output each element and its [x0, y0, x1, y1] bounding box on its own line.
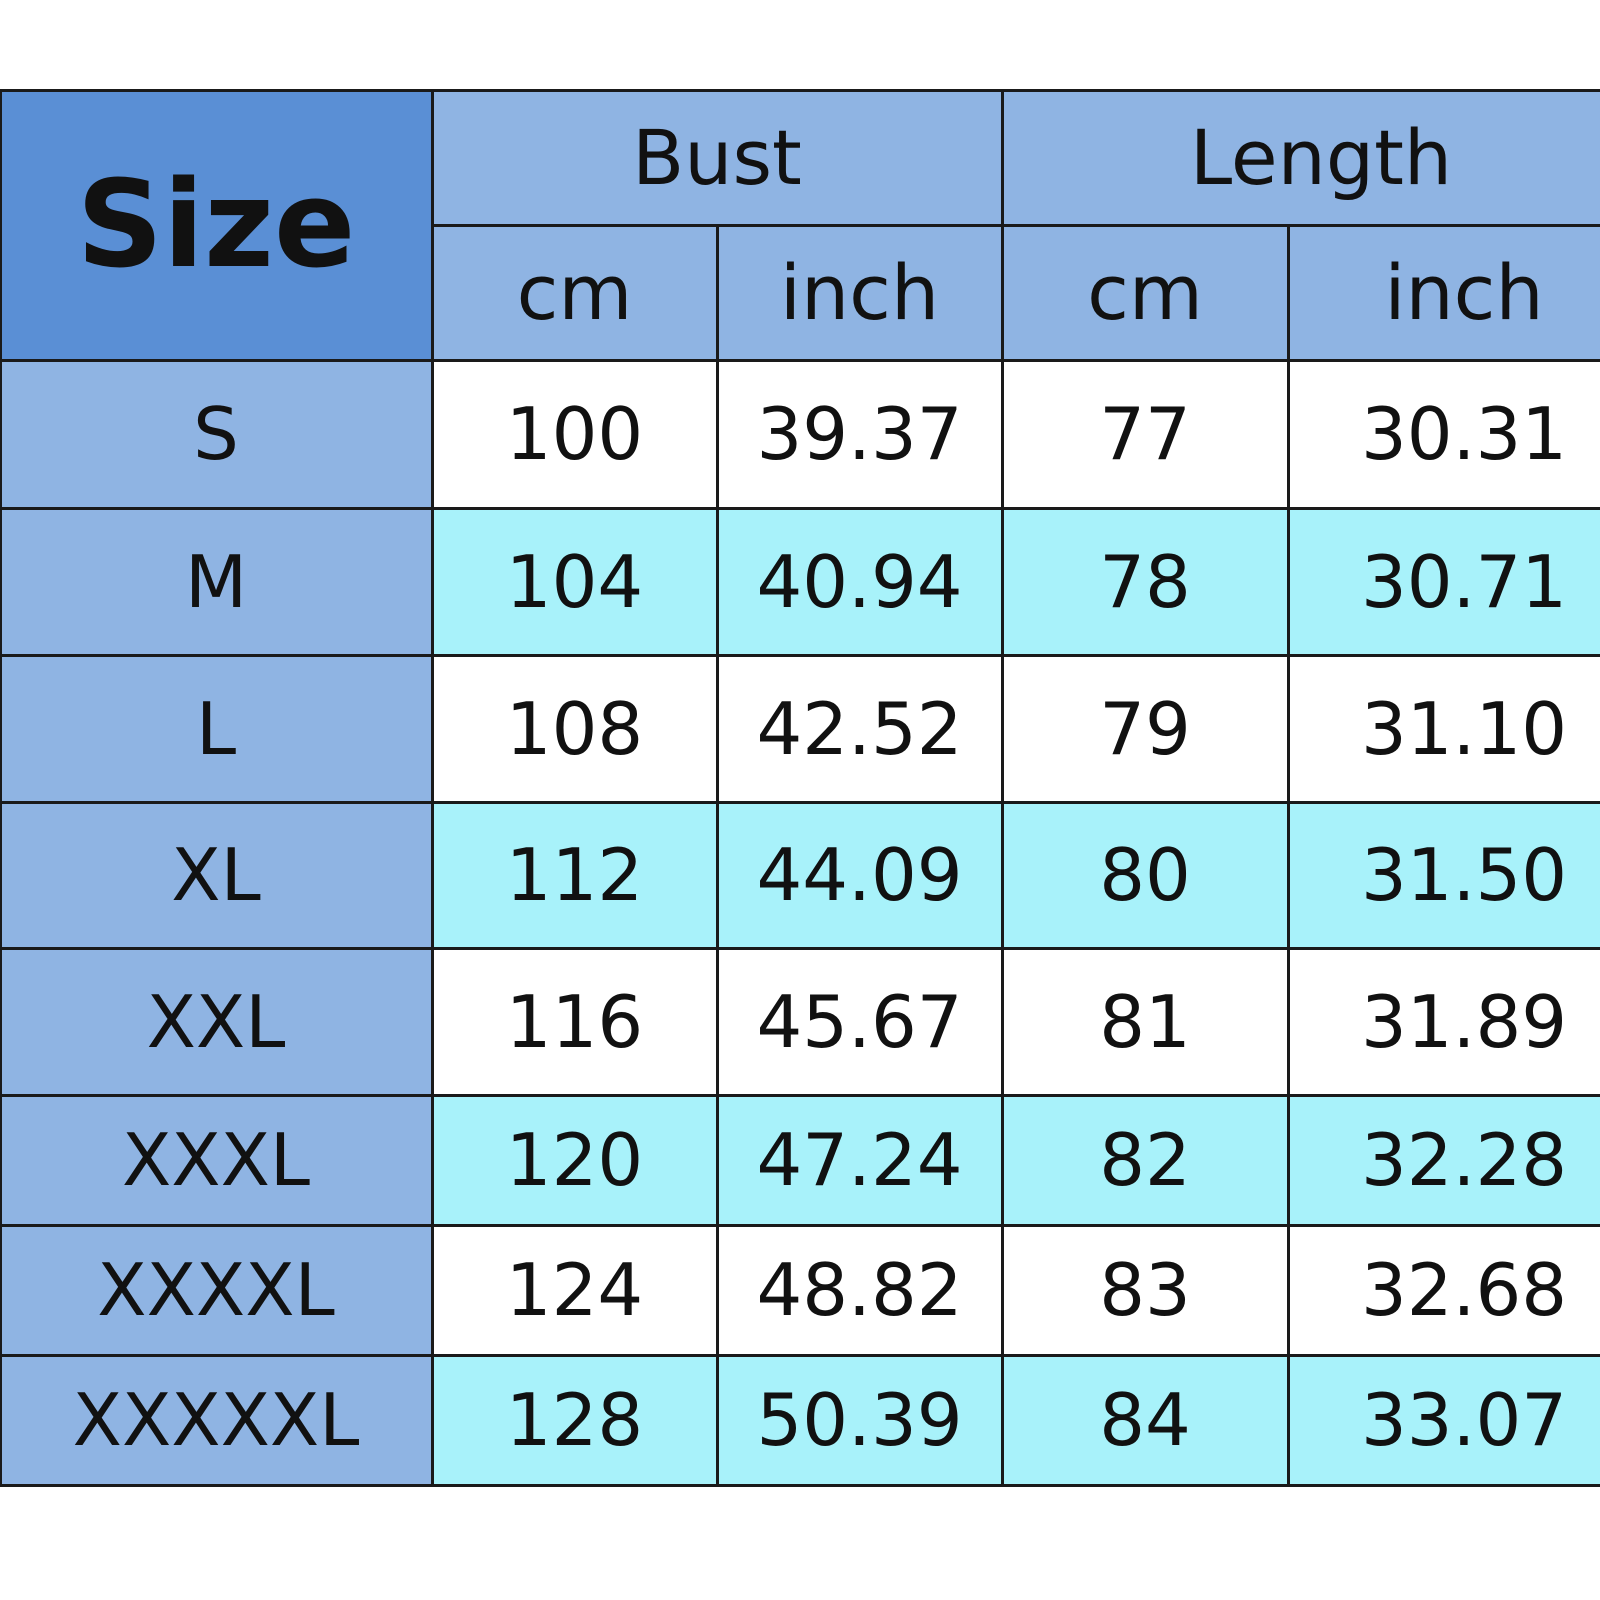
value-cell: 30.31: [1286, 358, 1600, 510]
size-cell: L: [0, 653, 434, 804]
value-cell: 116: [430, 946, 719, 1097]
value-cell: 30.71: [1286, 506, 1600, 657]
size-cell: M: [0, 506, 434, 657]
unit-header: inch: [1286, 223, 1600, 362]
value-cell: 42.52: [715, 653, 1004, 804]
size-cell: XXXXL: [0, 1223, 434, 1357]
value-cell: 80: [1000, 800, 1290, 950]
value-cell: 40.94: [715, 506, 1004, 657]
value-cell: 77: [1000, 358, 1290, 510]
size-header: Size: [0, 88, 434, 362]
value-cell: 83: [1000, 1223, 1290, 1357]
value-cell: 112: [430, 800, 719, 950]
size-cell: XXL: [0, 946, 434, 1097]
value-cell: 48.82: [715, 1223, 1004, 1357]
value-cell: 128: [430, 1353, 719, 1487]
value-cell: 78: [1000, 506, 1290, 657]
size-cell: XL: [0, 800, 434, 950]
value-cell: 39.37: [715, 358, 1004, 510]
value-cell: 81: [1000, 946, 1290, 1097]
unit-header: cm: [1000, 223, 1290, 362]
size-cell: XXXL: [0, 1093, 434, 1227]
value-cell: 31.50: [1286, 800, 1600, 950]
size-cell: XXXXXL: [0, 1353, 434, 1487]
value-cell: 47.24: [715, 1093, 1004, 1227]
value-cell: 84: [1000, 1353, 1290, 1487]
value-cell: 31.89: [1286, 946, 1600, 1097]
value-cell: 100: [430, 358, 719, 510]
value-cell: 79: [1000, 653, 1290, 804]
bust-header: Bust: [430, 88, 1004, 227]
size-cell: S: [0, 358, 434, 510]
value-cell: 31.10: [1286, 653, 1600, 804]
value-cell: 50.39: [715, 1353, 1004, 1487]
value-cell: 82: [1000, 1093, 1290, 1227]
value-cell: 33.07: [1286, 1353, 1600, 1487]
unit-header: cm: [430, 223, 719, 362]
value-cell: 32.28: [1286, 1093, 1600, 1227]
value-cell: 120: [430, 1093, 719, 1227]
value-cell: 45.67: [715, 946, 1004, 1097]
value-cell: 124: [430, 1223, 719, 1357]
length-header: Length: [1000, 88, 1600, 227]
unit-header: inch: [715, 223, 1004, 362]
value-cell: 32.68: [1286, 1223, 1600, 1357]
value-cell: 104: [430, 506, 719, 657]
value-cell: 44.09: [715, 800, 1004, 950]
value-cell: 108: [430, 653, 719, 804]
